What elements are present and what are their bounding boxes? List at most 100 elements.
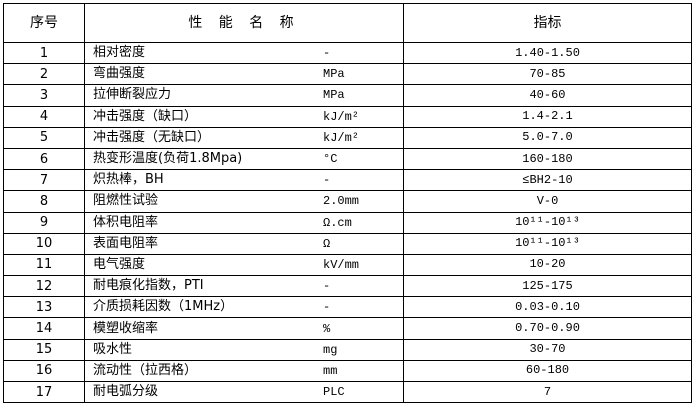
- property-unit: kV/mm: [323, 257, 360, 272]
- row-value: 30-70: [403, 338, 692, 361]
- property-name: 相对密度: [93, 45, 146, 61]
- row-property: 吸水性 mg: [84, 338, 404, 361]
- row-value: 1.40-1.50: [403, 41, 692, 65]
- property-name: 表面电阻率: [93, 235, 159, 251]
- property-unit: -: [323, 173, 331, 188]
- table-row: 17 耐电弧分级 PLC 7: [3, 380, 692, 404]
- row-property: 冲击强度（无缺口） kJ/m²: [84, 126, 404, 149]
- row-no: 2: [3, 63, 85, 86]
- table-row: 2 弯曲强度 MPa 70-85: [3, 63, 692, 86]
- row-property: 模塑收缩率%: [84, 317, 404, 340]
- row-no: 5: [3, 126, 85, 149]
- property-name: 热变形温度(负荷1.8Mpa): [93, 151, 243, 167]
- row-value: V-0: [403, 190, 692, 213]
- row-property: 热变形温度(负荷1.8Mpa) °C: [84, 147, 404, 171]
- row-property: 炽热棒，BH -: [84, 169, 404, 192]
- row-no: 13: [3, 296, 85, 319]
- row-property: 电气强度 kV/mm: [84, 253, 404, 277]
- table-row: 13 介质损耗因数（1MHz） - 0.03-0.10: [3, 296, 692, 319]
- row-value: 70-85: [403, 63, 692, 86]
- property-name: 吸水性: [93, 341, 133, 357]
- row-no: 7: [3, 169, 85, 192]
- row-property: 阻燃性试验 2.0mm: [84, 190, 404, 213]
- property-unit: -: [323, 279, 331, 294]
- table-row: 11 电气强度 kV/mm 10-20: [3, 253, 692, 277]
- row-property: 流动性（拉西格） mm: [84, 359, 404, 383]
- property-unit: PLC: [323, 385, 345, 400]
- row-no: 17: [3, 380, 85, 404]
- table-row: 5 冲击强度（无缺口） kJ/m² 5.0-7.0: [3, 126, 692, 149]
- row-property: 相对密度 -: [84, 41, 404, 65]
- property-name: 耐电痕化指数，PTI: [93, 278, 204, 294]
- property-name: 冲击强度（无缺口）: [93, 129, 211, 145]
- table-row: 4 冲击强度（缺口） kJ/m² 1.4-2.1: [3, 105, 692, 128]
- row-property: 拉伸断裂应力 MPa: [84, 84, 404, 107]
- property-unit: kJ/m²: [323, 130, 360, 145]
- property-name: 模塑收缩率: [93, 320, 159, 336]
- property-name: 阻燃性试验: [93, 193, 159, 209]
- header-row: 序号 性 能 名 称 指标: [3, 3, 692, 43]
- row-value: 1.4-2.1: [403, 105, 692, 128]
- table-row: 15 吸水性 mg 30-70: [3, 338, 692, 361]
- row-property: 介质损耗因数（1MHz） -: [84, 296, 404, 319]
- table-row: 6 热变形温度(负荷1.8Mpa) °C 160-180: [3, 147, 692, 171]
- row-no: 3: [3, 84, 85, 107]
- table-row: 1 相对密度 - 1.40-1.50: [3, 41, 692, 65]
- row-value: 160-180: [403, 147, 692, 171]
- table-row: 16 流动性（拉西格） mm 60-180: [3, 359, 692, 383]
- property-unit: -: [323, 46, 331, 61]
- row-property: 冲击强度（缺口） kJ/m²: [84, 105, 404, 128]
- row-property: 耐电弧分级 PLC: [84, 380, 404, 404]
- property-name: 耐电弧分级: [93, 384, 159, 400]
- row-value: 0.70-0.90: [403, 317, 692, 340]
- row-no: 8: [3, 190, 85, 213]
- row-value: 0.03-0.10: [403, 296, 692, 319]
- property-unit: 2.0mm: [323, 194, 360, 209]
- row-property: 弯曲强度 MPa: [84, 63, 404, 86]
- row-no: 6: [3, 147, 85, 171]
- row-value: 10¹¹-10¹³: [403, 232, 692, 255]
- property-unit: mg: [323, 342, 338, 357]
- header-property: 性 能 名 称: [84, 3, 404, 43]
- row-value: 5.0-7.0: [403, 126, 692, 149]
- property-name: 炽热棒，BH: [93, 172, 164, 188]
- property-name: 弯曲强度: [93, 66, 146, 82]
- row-value: 125-175: [403, 275, 692, 298]
- property-name: 拉伸断裂应力: [93, 87, 172, 103]
- property-unit: MPa: [323, 88, 345, 103]
- property-name: 流动性（拉西格）: [93, 362, 198, 378]
- table-row: 9 体积电阻率 Ω.cm 10¹¹-10¹³: [3, 211, 692, 234]
- row-value: 60-180: [403, 359, 692, 383]
- property-unit: mm: [323, 363, 338, 378]
- row-property: 体积电阻率 Ω.cm: [84, 211, 404, 234]
- property-unit: %: [323, 321, 331, 336]
- header-spec: 指标: [403, 3, 692, 43]
- property-name: 介质损耗因数（1MHz）: [93, 299, 234, 315]
- properties-table: 序号 性 能 名 称 指标 1 相对密度 - 1.40-1.50 2 弯曲强度 MPa 70-…: [3, 3, 692, 404]
- row-no: 9: [3, 211, 85, 234]
- table-row: 3 拉伸断裂应力 MPa 40-60: [3, 84, 692, 107]
- table-row: 8 阻燃性试验 2.0mm V-0: [3, 190, 692, 213]
- row-value: 7: [403, 380, 692, 404]
- table-row: 7 炽热棒，BH - ≤BH2-10: [3, 169, 692, 192]
- row-property: 耐电痕化指数，PTI -: [84, 275, 404, 298]
- row-no: 12: [3, 275, 85, 298]
- property-name: 体积电阻率: [93, 214, 159, 230]
- row-value: ≤BH2-10: [403, 169, 692, 192]
- row-value: 10-20: [403, 253, 692, 277]
- property-unit: -: [323, 300, 331, 315]
- row-no: 4: [3, 105, 85, 128]
- table-row: 14 模塑收缩率% 0.70-0.90: [3, 317, 692, 340]
- property-unit: Ω: [323, 236, 331, 251]
- row-value: 40-60: [403, 84, 692, 107]
- property-unit: Ω.cm: [323, 215, 352, 230]
- row-value: 10¹¹-10¹³: [403, 211, 692, 234]
- row-no: 1: [3, 41, 85, 65]
- table-row: 12 耐电痕化指数，PTI - 125-175: [3, 275, 692, 298]
- row-no: 14: [3, 317, 85, 340]
- property-name: 电气强度: [93, 256, 146, 272]
- row-property: 表面电阻率 Ω: [84, 232, 404, 255]
- row-no: 11: [3, 253, 85, 277]
- row-no: 10: [3, 232, 85, 255]
- property-unit: °C: [323, 152, 338, 167]
